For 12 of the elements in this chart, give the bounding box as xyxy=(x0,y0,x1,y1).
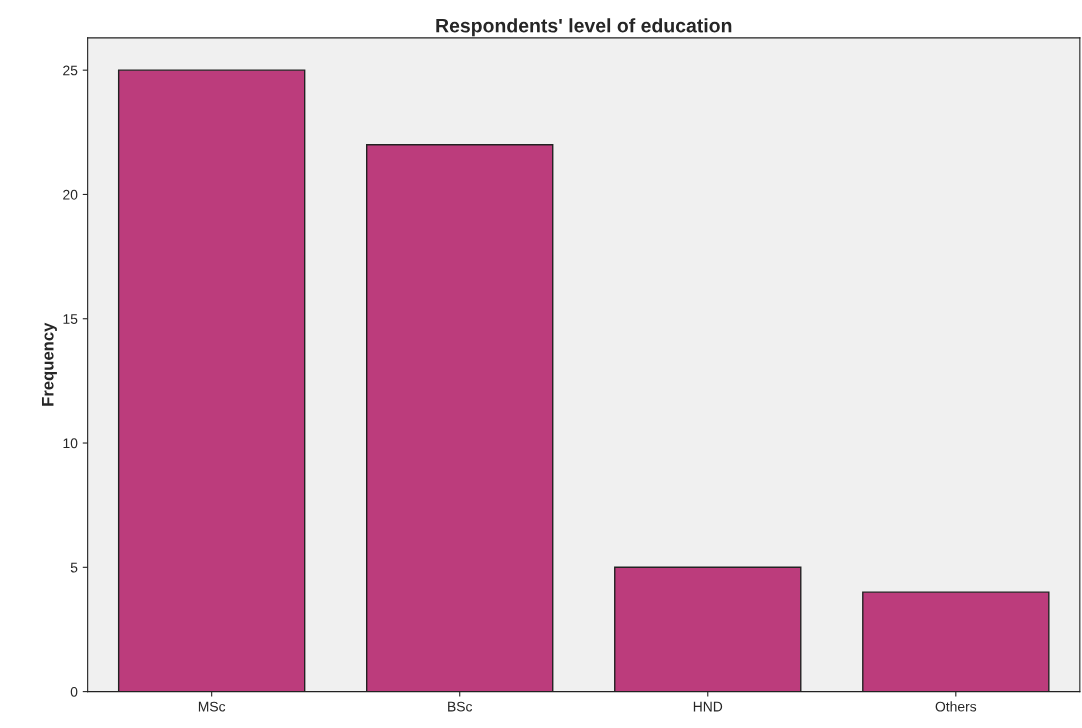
x-tick-label: MSc xyxy=(198,701,226,712)
y-tick-label: 0 xyxy=(70,686,78,697)
y-tick-label: 15 xyxy=(63,314,78,324)
y-tick-label: 10 xyxy=(63,438,78,449)
x-tick-label: HND xyxy=(693,701,723,712)
x-tick-label: Others xyxy=(935,701,977,712)
y-tick-label: 25 xyxy=(63,65,78,76)
y-axis-title: Frequency xyxy=(41,322,57,406)
x-tick-label: BSc xyxy=(448,701,473,712)
chart-title: Respondents' level of education xyxy=(436,18,732,37)
y-tick-label: 20 xyxy=(63,189,78,200)
y-tick-label: 5 xyxy=(70,562,78,573)
